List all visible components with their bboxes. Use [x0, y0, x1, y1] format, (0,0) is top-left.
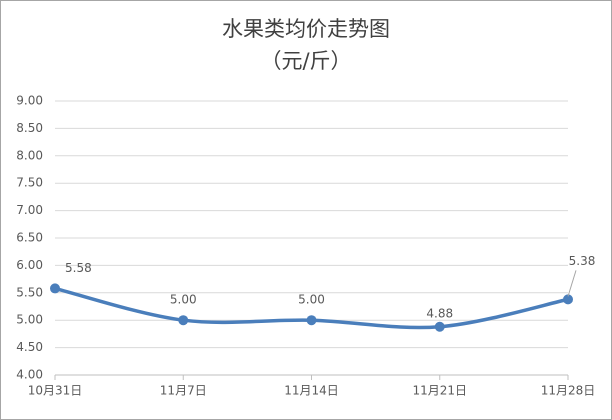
x-tick-label: 11月21日 [412, 384, 467, 398]
data-label: 5.00 [298, 293, 325, 307]
y-tick-label: 5.50 [16, 285, 43, 299]
marker [306, 315, 317, 326]
data-label: 4.88 [426, 306, 453, 320]
x-tick-label: 11月28日 [541, 384, 596, 398]
marker [434, 321, 445, 332]
marker [178, 315, 189, 326]
data-label: 5.38 [569, 254, 596, 268]
x-tick-label: 11月7日 [160, 384, 207, 398]
chart-title: 水果类均价走势图 [222, 17, 390, 41]
y-tick-label: 8.50 [16, 121, 43, 135]
chart-subtitle: （元/斤） [260, 49, 351, 73]
y-tick-label: 7.50 [16, 176, 43, 190]
y-tick-label: 8.00 [16, 148, 43, 162]
leader-line [567, 270, 577, 297]
x-tick-label: 10月31日 [28, 384, 83, 398]
y-tick-label: 4.50 [16, 340, 43, 354]
x-tick-label: 11月14日 [284, 384, 339, 398]
y-tick-label: 5.00 [16, 313, 43, 327]
y-tick-label: 4.00 [16, 368, 43, 382]
y-tick-label: 9.00 [16, 94, 43, 108]
marker [50, 283, 60, 294]
data-label: 5.58 [65, 261, 92, 275]
data-label: 5.00 [170, 293, 197, 307]
marker [563, 294, 573, 305]
y-tick-label: 6.50 [16, 231, 43, 245]
y-tick-label: 7.00 [16, 203, 43, 217]
y-tick-label: 6.00 [16, 258, 43, 272]
